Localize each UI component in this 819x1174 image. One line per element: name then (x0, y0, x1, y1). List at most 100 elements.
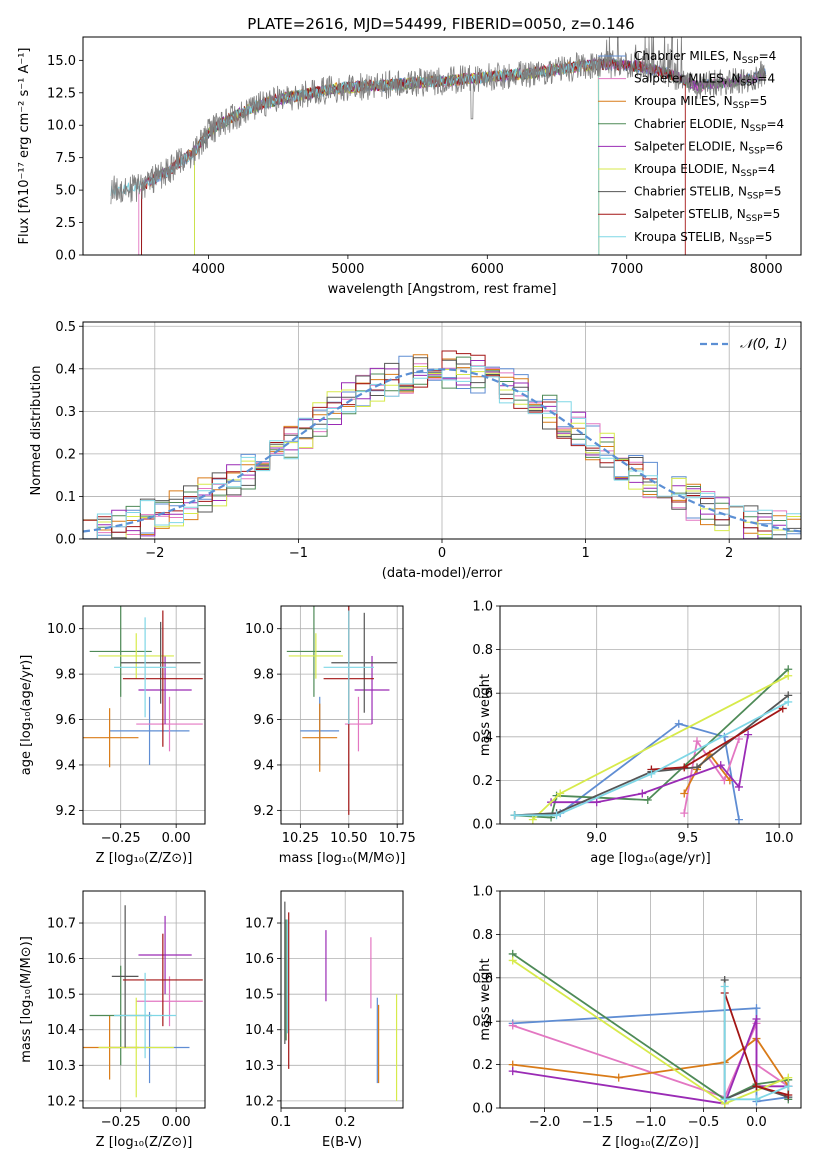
weight-point-marker (784, 697, 793, 706)
weight-point-marker (734, 782, 743, 791)
age-vs-mass-panel: 10.25 10.50 10.75 9.2 9.4 9.6 9.8 10.0 mass [log… (245, 605, 416, 866)
weight-point-marker (592, 798, 601, 807)
y-tick-label: 10.4 (47, 1023, 76, 1038)
legend-subscript: SSP (747, 192, 764, 202)
data-spectrum-line (110, 37, 767, 205)
y-tick-label: 0.4 (55, 362, 76, 377)
x-tick-label: 9.5 (678, 831, 699, 846)
spectrum-lines (110, 37, 767, 255)
weight-point-marker (552, 811, 561, 820)
weight-vs-metallicity-panel: −2.0 −1.5 −1.0 −0.5 0.0 0.0 0.2 0.4 0.6 0.8 1.0 Z [… (472, 885, 802, 1150)
x-tick-label: 0 (438, 546, 446, 561)
y-tick-label: 10.5 (245, 988, 274, 1003)
x-axis-label: Z [log₁₀(Z/Z⊙)] (96, 1135, 193, 1150)
y-tick-label: 0.2 (55, 447, 76, 462)
y-tick-label: 9.8 (55, 668, 76, 683)
y-axis-label: Normed distribution (29, 366, 44, 496)
x-tick-label: 2 (725, 546, 733, 561)
x-tick-label: −2 (145, 546, 164, 561)
x-axis-label: wavelength [Angstrom, rest frame] (328, 282, 557, 297)
weight-point-marker (508, 1067, 517, 1076)
weight-point-marker (784, 671, 793, 680)
x-tick-label: 1 (581, 546, 589, 561)
axes-frame (82, 36, 802, 256)
axes-frame (280, 605, 404, 825)
weight-point-marker (716, 761, 725, 770)
weight-point-marker (680, 809, 689, 818)
legend-subscript: SSP (741, 169, 758, 179)
legend-suffix: =4 (759, 49, 777, 63)
mass-vs-metallicity-panel: −0.25 0.00 10.2 10.3 10.4 10.5 10.6 10.7 Z [log₁… (19, 890, 206, 1150)
weight-point-marker (528, 815, 537, 824)
y-tick-label: 10.2 (47, 1094, 76, 1109)
weight-point-marker (643, 796, 652, 805)
weight-series-line (683, 738, 740, 814)
y-tick-label: 9.2 (55, 804, 76, 819)
x-tick-label: 0.00 (162, 831, 191, 846)
weight-point-marker (680, 789, 689, 798)
x-tick-label: −1 (289, 546, 308, 561)
model-spectrum-line (141, 57, 767, 255)
model-spectrum-line (194, 59, 600, 255)
y-tick-label: 0.8 (472, 643, 493, 658)
axes-frame (82, 890, 206, 1109)
residuals-panel: −2 −1 0 1 2 0.0 0.1 0.2 0.3 0.4 0.5 (data-model)/er… (29, 320, 802, 581)
y-tick-label: 5.0 (55, 184, 76, 199)
axes-frame (82, 605, 206, 825)
y-tick-label: 0.4 (472, 730, 493, 745)
y-tick-label: 0.0 (55, 249, 76, 264)
x-tick-label: −0.25 (101, 1115, 141, 1130)
weight-point-marker (720, 1095, 729, 1104)
weight-lines (508, 949, 793, 1108)
y-axis-label: mass weight (478, 958, 493, 1040)
weight-point-marker (734, 815, 743, 824)
weight-point-marker (752, 1015, 761, 1024)
y-tick-label: 0.5 (55, 320, 76, 335)
y-tick-label: 0.3 (55, 405, 76, 420)
y-tick-label: 0.0 (472, 818, 493, 833)
x-tick-label: 10.25 (282, 831, 319, 846)
y-tick-label: 0.6 (472, 971, 493, 986)
legend-entry: Kroupa ELODIE, NSSP=4 (634, 162, 775, 179)
legend-subscript: SSP (750, 124, 767, 134)
x-tick-label: −0.25 (101, 831, 141, 846)
legend-suffix: =5 (764, 185, 782, 199)
weight-point-marker (784, 1082, 793, 1091)
y-tick-label: 10.3 (245, 1059, 274, 1074)
y-tick-label: 10.6 (47, 952, 76, 967)
x-tick-label: 0.2 (335, 1115, 356, 1130)
y-tick-label: 0.8 (472, 928, 493, 943)
legend-suffix: =5 (763, 207, 781, 221)
axes-frame (499, 605, 802, 825)
weight-lines (510, 665, 793, 824)
y-tick-label: 9.2 (253, 804, 274, 819)
age-vs-metallicity-panel: −0.25 0.00 9.2 9.4 9.6 9.8 10.0 Z [log₁₀(Z/Z⊙)]… (19, 605, 206, 866)
weight-vs-age-panel: 9.0 9.5 10.0 0.0 0.2 0.4 0.6 0.8 1.0 age [log₁₀(a… (472, 600, 802, 866)
y-tick-label: 9.8 (253, 668, 274, 683)
y-tick-label: 9.4 (55, 758, 76, 773)
legend-entry: Chabrier MILES, NSSP=4 (634, 49, 776, 66)
errorbars (83, 606, 203, 768)
x-axis-label: Z [log₁₀(Z/Z⊙)] (602, 1135, 699, 1150)
x-axis-label: (data-model)/error (382, 566, 503, 581)
normal-curve (83, 368, 801, 533)
y-tick-label: 2.5 (55, 216, 76, 231)
y-tick-label: 10.7 (245, 917, 274, 932)
weight-point-marker (693, 763, 702, 772)
y-tick-label: 1.0 (472, 600, 493, 615)
axes-frame (280, 890, 404, 1109)
x-tick-label: 6000 (471, 262, 504, 277)
errorbars (284, 901, 398, 1101)
weight-point-marker (720, 982, 729, 991)
y-tick-label: 10.7 (47, 917, 76, 932)
y-tick-label: 10.3 (47, 1059, 76, 1074)
legend-subscript: SSP (742, 56, 759, 66)
legend-suffix: =4 (766, 117, 784, 131)
x-tick-label: 4000 (192, 262, 225, 277)
weight-series-line (723, 986, 789, 1101)
y-tick-label: 0.6 (472, 687, 493, 702)
legend-entry: Kroupa STELIB, NSSP=5 (634, 230, 772, 247)
legend-suffix: =5 (755, 230, 773, 244)
x-tick-label: 9.0 (586, 831, 607, 846)
x-axis-label: E(B-V) (322, 1135, 362, 1150)
